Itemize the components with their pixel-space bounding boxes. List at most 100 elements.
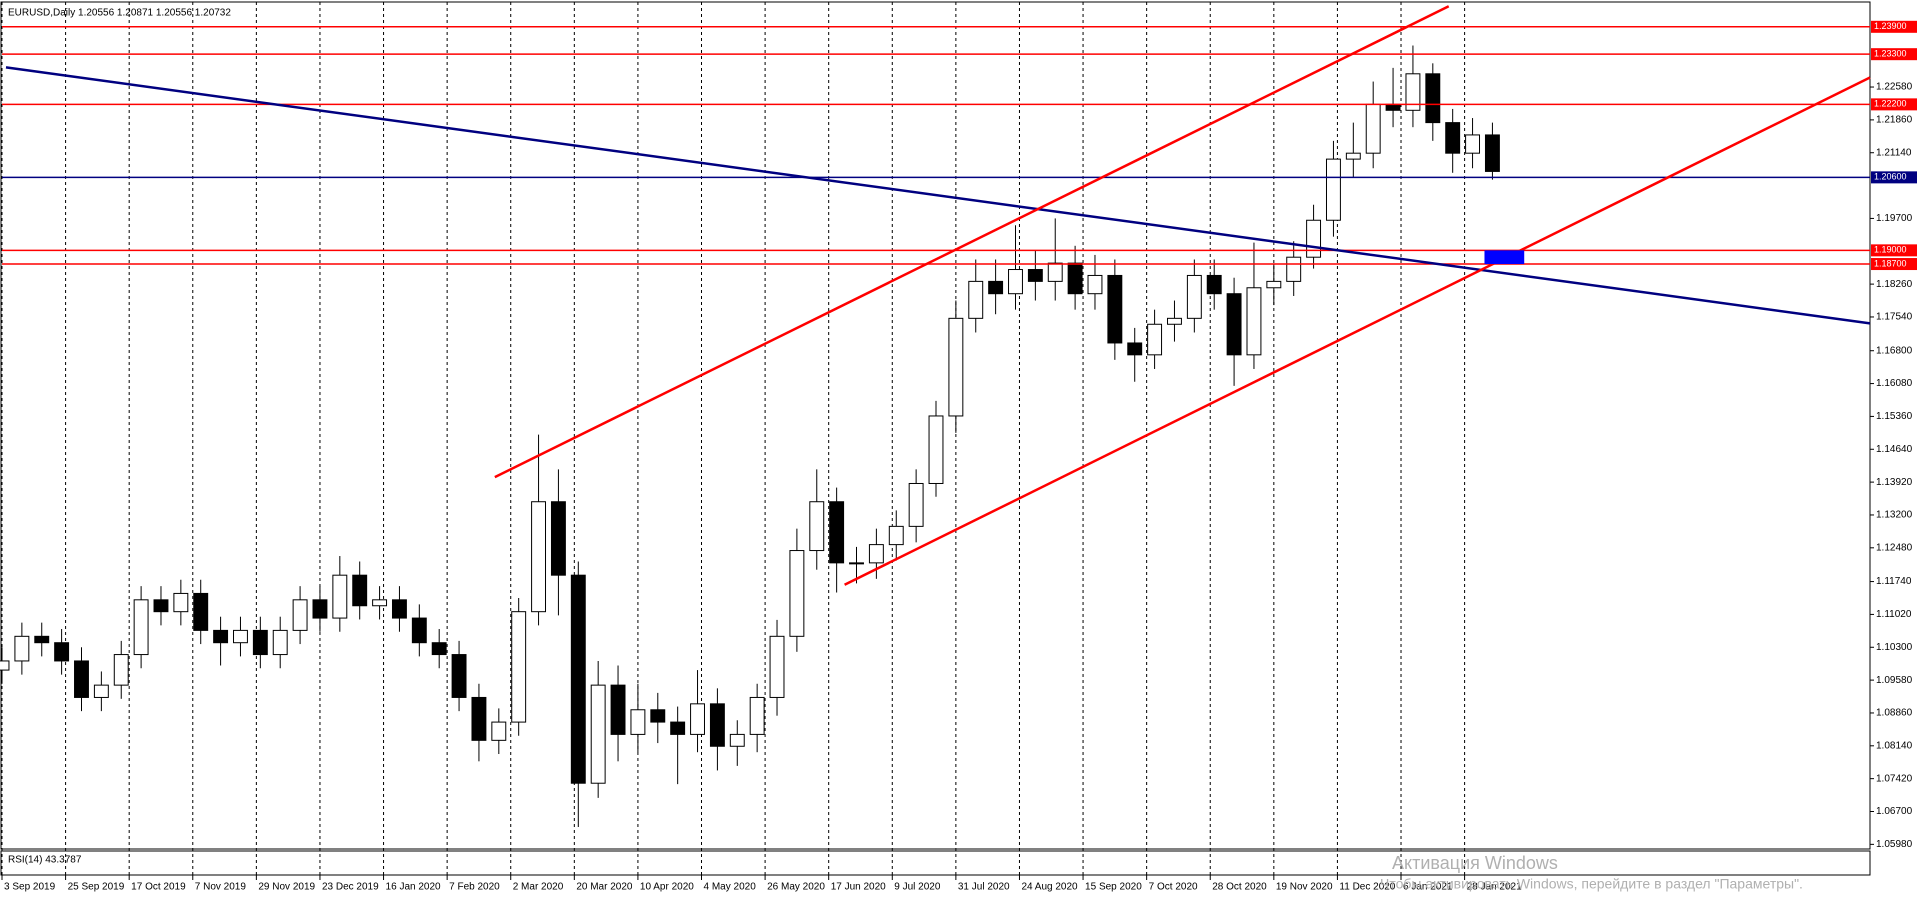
y-tick-label: 1.18260: [1876, 279, 1913, 290]
candle-body: [868, 544, 884, 564]
candle-body: [531, 501, 547, 613]
trendline: [494, 5, 1450, 479]
x-tick-label: 15 Sep 2020: [1085, 882, 1142, 893]
y-tick-label: 1.16080: [1876, 378, 1913, 389]
level-label-box: [1871, 48, 1917, 61]
candle-body: [252, 629, 268, 656]
y-tick-label: 1.08140: [1876, 740, 1913, 751]
candle-body: [491, 721, 507, 741]
candle-body: [1246, 287, 1262, 356]
candle-body: [948, 317, 964, 417]
candle-body: [193, 592, 209, 631]
candle-body: [650, 709, 666, 723]
x-tick-label: 11 Dec 2020: [1339, 882, 1395, 893]
candle-body: [1047, 262, 1063, 282]
level-label-box: [1871, 244, 1917, 257]
candle-body: [570, 574, 586, 784]
candle-body: [789, 550, 805, 637]
level-label: 1.23300: [1874, 49, 1907, 59]
trendline: [844, 76, 1871, 586]
indicator-frame: [0, 850, 1871, 876]
candle-body: [113, 654, 129, 686]
candle-body: [332, 574, 348, 619]
y-tick-label: 1.09580: [1876, 675, 1913, 686]
candle-body: [153, 599, 169, 613]
x-tick-label: 24 Aug 2020: [1021, 882, 1078, 893]
indicator-title: RSI(14) 43.3787: [8, 855, 82, 866]
level-label: 1.22200: [1874, 99, 1907, 109]
x-tick-label: 19 Nov 2020: [1276, 882, 1333, 893]
candle-body: [1286, 256, 1302, 282]
y-tick-label: 1.14640: [1876, 444, 1913, 455]
candle-body: [729, 733, 745, 747]
candle-body: [14, 635, 30, 662]
candle-body: [1147, 323, 1163, 356]
candle-body: [630, 709, 646, 735]
candle-body: [928, 415, 944, 484]
candle-body: [1067, 262, 1083, 295]
level-label: 1.19000: [1874, 245, 1907, 255]
candle-body: [709, 703, 725, 747]
candle-body: [1186, 274, 1202, 319]
candle-body: [133, 599, 149, 656]
candle-body: [213, 629, 229, 644]
x-tick-label: 28 Jan 2021: [1467, 882, 1522, 893]
watermark: Активация Windows: [1392, 853, 1558, 873]
x-tick-label: 20 Mar 2020: [576, 882, 633, 893]
candle-body: [173, 592, 189, 613]
x-tick-label: 6 Jan 2021: [1403, 882, 1453, 893]
candle-body: [431, 642, 447, 656]
x-tick-label: 28 Oct 2020: [1212, 882, 1267, 893]
candle-body: [888, 525, 904, 546]
candle-body: [908, 482, 924, 527]
candle-body: [352, 574, 368, 607]
candle-body: [690, 703, 705, 735]
x-tick-label: 7 Feb 2020: [449, 882, 500, 893]
candle-body: [511, 611, 527, 723]
candle-body: [1127, 342, 1143, 356]
candle-body: [74, 660, 89, 698]
candle-body: [34, 635, 50, 644]
level-label-box: [1871, 258, 1917, 271]
x-tick-label: 4 May 2020: [704, 882, 757, 893]
level-label: 1.20600: [1874, 172, 1907, 182]
level-label-box: [1871, 98, 1917, 111]
y-tick-label: 1.16800: [1876, 345, 1913, 356]
candle-body: [1445, 122, 1461, 154]
x-tick-label: 17 Jun 2020: [831, 882, 886, 893]
x-tick-label: 2 Mar 2020: [513, 882, 564, 893]
candle-body: [1027, 269, 1043, 282]
level-label: 1.18700: [1874, 258, 1907, 268]
candle-body: [1226, 293, 1242, 356]
y-tick-label: 1.06700: [1876, 806, 1913, 817]
x-tick-label: 25 Sep 2019: [68, 882, 125, 893]
candle-body: [1405, 73, 1421, 111]
candle-body: [809, 501, 825, 552]
candle-body: [292, 599, 308, 631]
candle-body: [1465, 134, 1481, 154]
candle-body: [312, 599, 328, 619]
candle-body: [93, 684, 109, 698]
x-tick-label: 7 Oct 2020: [1149, 882, 1198, 893]
candle-body: [1266, 280, 1282, 289]
level-label-box: [1871, 171, 1917, 184]
y-tick-label: 1.15360: [1876, 411, 1913, 422]
zone: [1484, 250, 1525, 265]
level-label: 1.23900: [1874, 21, 1907, 31]
candle-body: [550, 501, 566, 576]
x-tick-label: 7 Nov 2019: [195, 882, 247, 893]
candle-body: [272, 629, 288, 656]
x-tick-label: 3 Sep 2019: [4, 882, 56, 893]
y-tick-label: 1.17540: [1876, 312, 1913, 323]
candle-body: [1365, 103, 1381, 154]
candle-body: [1008, 269, 1023, 295]
trendline: [5, 66, 1871, 325]
candle-body: [0, 660, 10, 671]
x-tick-label: 9 Jul 2020: [894, 882, 941, 893]
y-tick-label: 1.21860: [1876, 115, 1913, 126]
candle-body: [749, 696, 765, 735]
x-tick-label: 31 Jul 2020: [958, 882, 1010, 893]
candle-body: [411, 617, 427, 644]
